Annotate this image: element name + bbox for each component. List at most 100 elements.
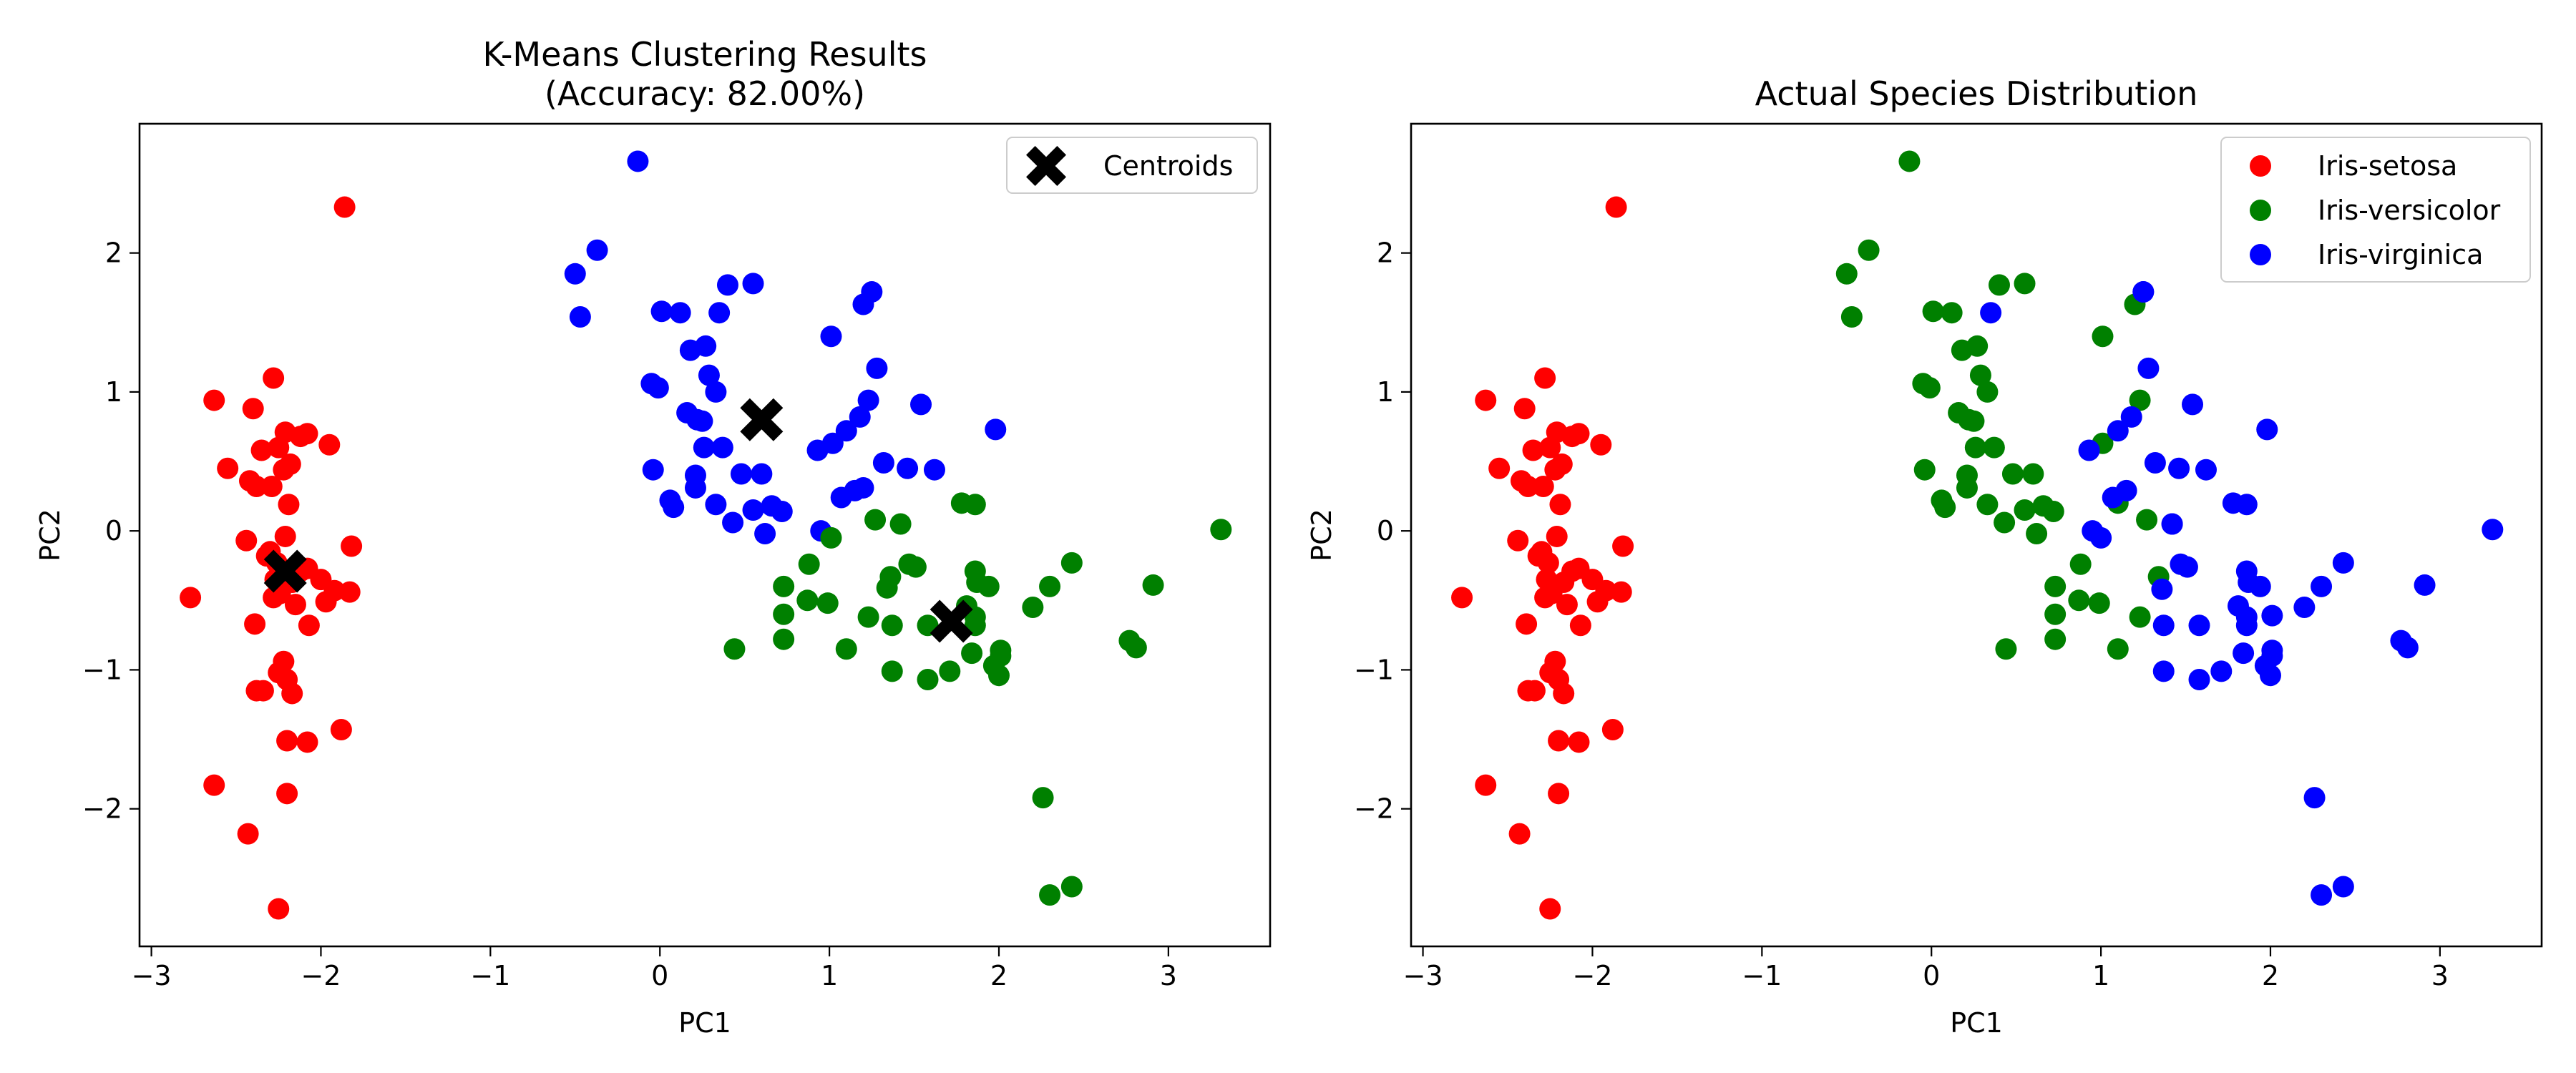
scatter-point: [2044, 628, 2067, 650]
scatter-point: [2293, 597, 2316, 619]
centroid-marker: [740, 398, 784, 441]
scatter-point: [857, 389, 879, 411]
scatter-point: [663, 496, 685, 519]
scatter-point: [881, 660, 903, 682]
chart-title: K-Means Clustering Results: [483, 35, 927, 74]
scatter-series: [1980, 281, 2504, 906]
y-tick-label: 0: [105, 515, 122, 547]
scatter-point: [2188, 614, 2210, 637]
x-tick-label: −3: [1403, 960, 1443, 991]
centroid-marker: [263, 549, 307, 593]
scatter-point: [2233, 642, 2255, 665]
scatter-point: [180, 587, 202, 609]
x-tick-label: 3: [1160, 960, 1177, 991]
scatter-point: [290, 426, 312, 448]
scatter-point: [1969, 364, 1991, 386]
scatter-point: [669, 302, 691, 324]
scatter-point: [203, 389, 225, 411]
scatter-point: [1513, 398, 1536, 420]
scatter-point: [237, 823, 259, 845]
scatter-point: [866, 357, 888, 379]
scatter-point: [1142, 574, 1164, 596]
legend-marker: [2250, 155, 2271, 177]
scatter-point: [310, 569, 332, 591]
scatter-point: [273, 459, 295, 481]
scatter-point: [773, 628, 795, 650]
data-points: [1451, 150, 2504, 920]
legend-box: [1006, 137, 1258, 194]
y-axis-label: PC2: [34, 509, 66, 562]
scatter-point: [964, 494, 986, 516]
scatter-series: [723, 492, 1232, 906]
scatter-point: [742, 499, 764, 521]
scatter-point: [1539, 436, 1561, 459]
y-tick-label: −1: [82, 654, 122, 685]
scatter-point: [1488, 457, 1511, 479]
scatter-point: [2069, 553, 2092, 575]
scatter-point: [2161, 513, 2183, 535]
scatter-point: [923, 459, 945, 481]
legend-label: Iris-versicolor: [2318, 195, 2501, 226]
scatter-point: [1544, 459, 1566, 481]
scatter-point: [852, 476, 874, 499]
scatter-point: [298, 614, 320, 637]
scatter-point: [1569, 614, 1591, 637]
scatter-point: [1835, 263, 1858, 285]
scatter-point: [2414, 574, 2436, 596]
scatter-point: [708, 302, 731, 324]
scatter-point: [695, 335, 717, 357]
scatter-point: [2001, 463, 2024, 485]
scatter-point: [2129, 389, 2151, 411]
scatter-point: [1522, 439, 1544, 461]
x-tick-label: 0: [651, 960, 668, 991]
scatter-point: [987, 665, 1010, 687]
scatter-point: [2136, 509, 2158, 531]
scatter-point: [2092, 325, 2114, 348]
scatter-point: [773, 603, 795, 625]
scatter-point: [1548, 783, 1570, 805]
scatter-point: [2396, 637, 2419, 659]
data-points: [180, 150, 1232, 920]
scatter-point: [2107, 420, 2129, 442]
scatter-point: [1590, 433, 1612, 456]
scatter-point: [917, 669, 939, 691]
scatter-point: [1988, 274, 2010, 296]
scatter-point: [1532, 476, 1554, 498]
scatter-point: [1516, 613, 1538, 635]
legend-label: Iris-setosa: [2318, 150, 2457, 182]
scatter-point: [263, 367, 285, 389]
scatter-point: [1508, 823, 1531, 845]
scatter-point: [1039, 575, 1061, 597]
y-tick-label: 1: [105, 376, 122, 408]
scatter-point: [2332, 876, 2354, 898]
chart-legend: Iris-setosa Iris-versicolor Iris-virginica: [2220, 137, 2531, 283]
scatter-point: [1913, 459, 1936, 481]
scatter-point: [684, 464, 706, 486]
scatter-point: [235, 529, 258, 552]
actual-species-panel: Actual Species Distribution −3 −2 −1 0 1 2 3 −2…: [1306, 74, 2543, 1039]
scatter-point: [260, 476, 283, 498]
scatter-point: [1941, 302, 1963, 324]
scatter-point: [1918, 377, 1941, 399]
scatter-point: [730, 463, 752, 485]
scatter-point: [773, 575, 795, 597]
scatter-series: [180, 196, 363, 920]
scatter-point: [296, 731, 318, 753]
scatter-point: [676, 402, 698, 424]
legend-marker: [1026, 146, 1066, 186]
scatter-point: [2152, 614, 2175, 637]
x-tick-label: −3: [132, 960, 172, 991]
scatter-point: [203, 774, 225, 796]
scatter-series: [1451, 196, 1634, 920]
scatter-point: [2120, 406, 2142, 428]
scatter-point: [2182, 393, 2204, 416]
scatter-point: [872, 451, 894, 474]
scatter-point: [754, 523, 776, 545]
x-tick-label: 0: [1923, 960, 1940, 991]
axis-ticks: −3 −2 −1 0 1 2 3 −2 −1 0 1 2: [82, 237, 1177, 991]
scatter-point: [268, 436, 290, 459]
scatter-point: [1922, 300, 1944, 323]
scatter-point: [1956, 464, 1978, 486]
scatter-point: [771, 500, 793, 522]
